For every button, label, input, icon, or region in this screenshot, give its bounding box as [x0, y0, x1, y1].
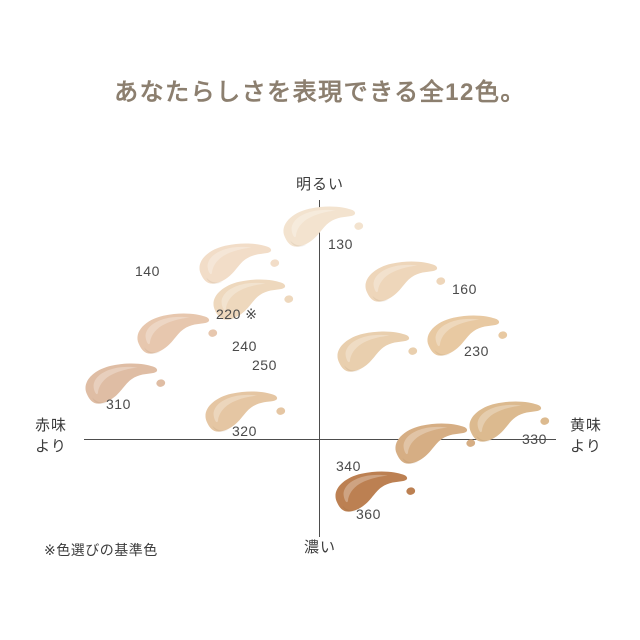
foundation-smear-icon [326, 321, 424, 389]
shade-swatch [354, 251, 452, 319]
shade-number-label: 320 [232, 423, 257, 439]
shade-number-label: 310 [106, 396, 131, 412]
axis-label-dark: 濃い [303, 539, 337, 556]
shade-swatch [272, 196, 370, 264]
horizontal-axis-line [84, 439, 556, 440]
foundation-smear-icon [354, 251, 452, 319]
shade-number-label: 160 [452, 281, 477, 297]
foundation-smear-icon [416, 305, 514, 373]
axis-label-reddish: 赤味 より [34, 417, 68, 455]
footnote: ※色選びの基準色 [44, 542, 158, 558]
shade-swatch [416, 305, 514, 373]
shade-number-label: 140 [135, 263, 160, 279]
shade-number-label: 220 ※ [216, 306, 258, 322]
shade-number-label: 330 [522, 431, 547, 447]
page-title: あなたらしさを表現できる全12色。 [114, 79, 526, 106]
shade-number-label: 250 [252, 357, 277, 373]
shade-number-label: 340 [336, 458, 361, 474]
shade-number-label: 230 [464, 343, 489, 359]
shade-swatch [326, 321, 424, 389]
shade-number-label: 130 [328, 236, 353, 252]
shade-number-label: 240 [232, 338, 257, 354]
foundation-smear-icon [272, 196, 370, 264]
shade-number-label: 360 [356, 506, 381, 522]
axis-label-yellowish: 黄味 より [569, 417, 603, 455]
vertical-axis-line [319, 200, 320, 537]
axis-label-bright: 明るい [295, 176, 345, 193]
